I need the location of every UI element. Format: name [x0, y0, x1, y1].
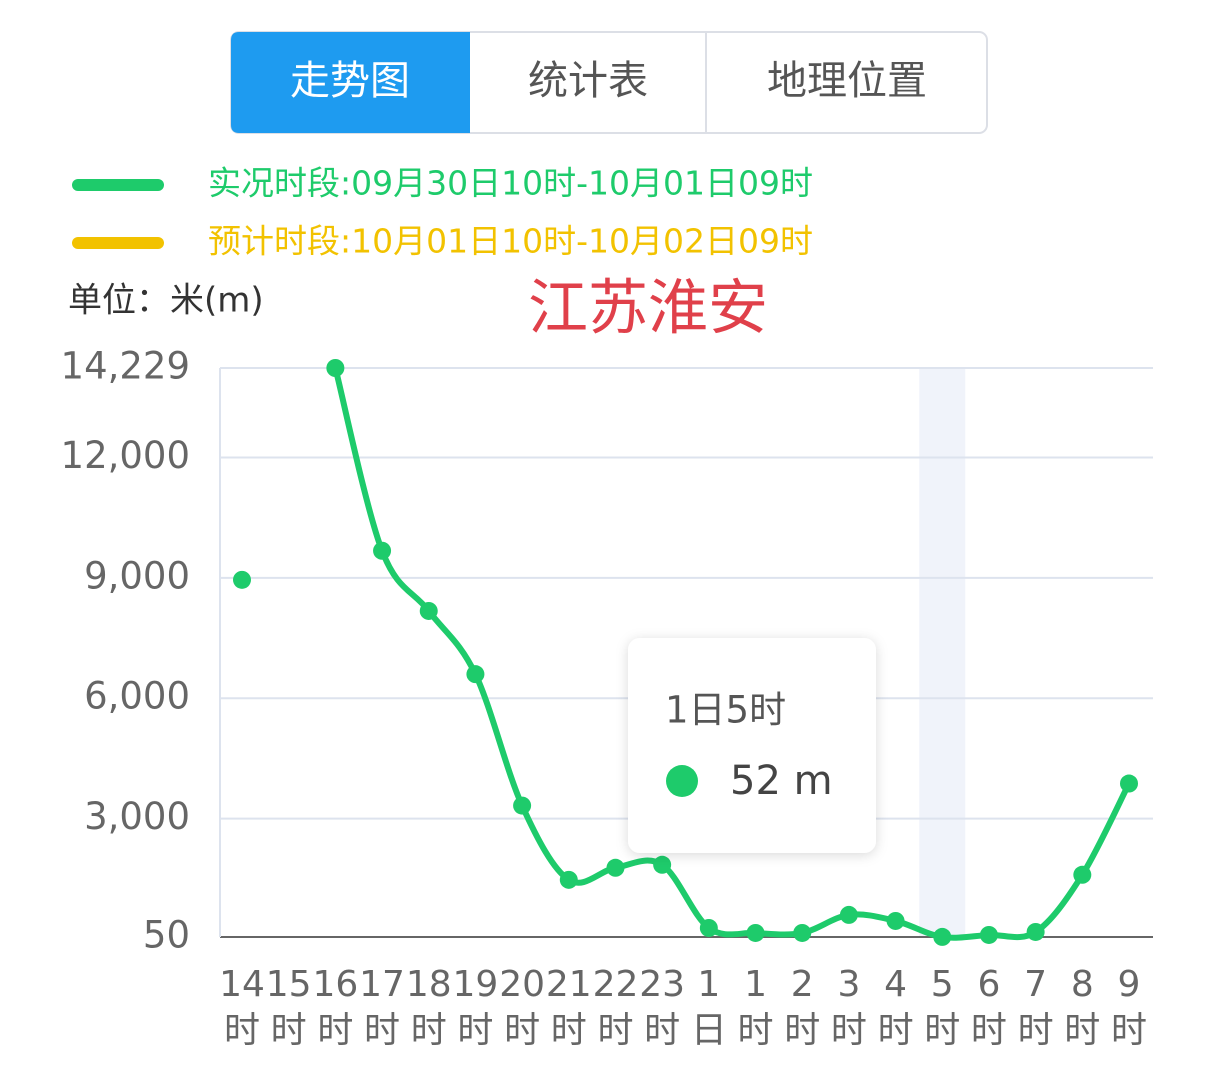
data-point	[419, 601, 438, 620]
data-point	[979, 925, 998, 944]
x-tick-label: 19时	[452, 964, 499, 1051]
data-point	[373, 541, 392, 560]
data-point	[233, 570, 251, 589]
tab[interactable]: 地理位置	[767, 58, 927, 104]
data-point	[653, 855, 672, 874]
unit-label: 单位：米(m)	[68, 281, 264, 321]
data-point	[606, 858, 625, 877]
x-tick-label: 22时	[592, 964, 639, 1051]
data-point	[1073, 865, 1092, 884]
data-point	[699, 918, 718, 937]
chart-title: 江苏淮安	[528, 274, 768, 344]
data-point	[793, 923, 812, 942]
tooltip-dot	[666, 765, 698, 797]
y-tick-label: 9,000	[84, 554, 190, 597]
x-tick-label: 1日	[690, 964, 727, 1051]
tooltip-box	[628, 638, 876, 853]
data-point	[513, 796, 532, 815]
x-tick-label: 1时	[737, 964, 774, 1051]
hover-band	[919, 368, 966, 937]
x-tick-label: 20时	[499, 964, 545, 1051]
x-tick-label: 21时	[545, 964, 592, 1051]
data-point	[559, 870, 578, 889]
y-tick-label: 14,229	[61, 345, 190, 388]
x-tick-label: 14时	[219, 964, 265, 1051]
data-point	[1120, 774, 1138, 793]
legend-label: 预计时段:10月01日10时-10月02日09时	[208, 222, 813, 261]
x-tick-label: 2时	[784, 964, 821, 1051]
y-tick-label: 12,000	[61, 434, 190, 477]
x-tick-label: 4时	[877, 964, 914, 1051]
x-tick-label: 16时	[312, 964, 359, 1051]
x-tick-label: 8时	[1064, 964, 1101, 1051]
x-tick-label: 15时	[265, 964, 312, 1051]
x-tick-label: 18时	[405, 964, 452, 1051]
data-point	[326, 359, 345, 377]
data-point	[886, 911, 905, 930]
legend-label: 实况时段:09月30日10时-10月01日09时	[208, 164, 813, 203]
tab-active-bg	[231, 32, 470, 133]
x-tick-label: 5时	[924, 964, 961, 1051]
x-tick-label: 9时	[1110, 964, 1147, 1051]
x-tick-label: 23时	[639, 964, 686, 1051]
tooltip-text: 52 m	[730, 758, 833, 804]
x-tick-label: 17时	[359, 964, 405, 1051]
data-point	[466, 665, 485, 684]
data-point	[746, 923, 765, 942]
y-tick-label: 50	[143, 914, 190, 957]
data-point	[1026, 922, 1045, 941]
tooltip-title: 1日5时	[665, 689, 786, 732]
y-tick-label: 3,000	[84, 795, 190, 838]
x-tick-label: 6时	[970, 964, 1007, 1051]
data-point	[933, 927, 952, 946]
x-tick-label: 7时	[1017, 964, 1054, 1051]
x-tick-label: 3时	[830, 964, 867, 1051]
tab[interactable]: 统计表	[528, 58, 648, 104]
tab[interactable]: 走势图	[290, 58, 410, 104]
data-point	[839, 905, 858, 924]
y-tick-label: 6,000	[84, 675, 190, 718]
